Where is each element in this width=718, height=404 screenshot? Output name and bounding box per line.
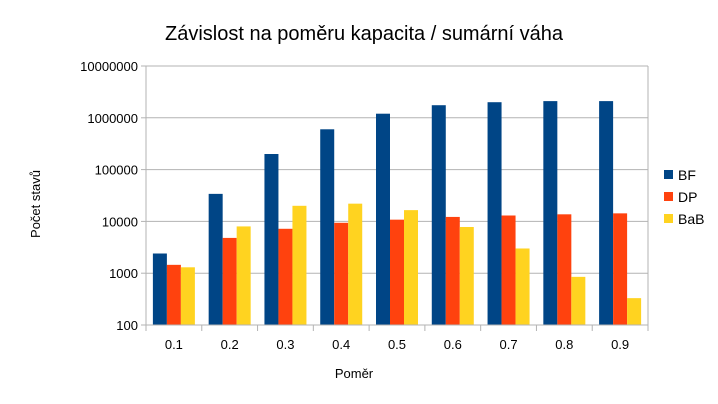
y-tick-label: 100 bbox=[116, 318, 138, 333]
bar-bab-0.6 bbox=[459, 226, 474, 325]
bar-bab-0.5 bbox=[404, 210, 418, 325]
x-tick-label: 0.4 bbox=[332, 337, 350, 352]
bar-bab-0.8 bbox=[571, 276, 586, 325]
legend-swatch-bab bbox=[664, 214, 673, 223]
x-tick-label: 0.8 bbox=[555, 337, 573, 352]
bar-bab-0.9 bbox=[627, 298, 642, 325]
bar-bf-0.2 bbox=[208, 193, 223, 325]
y-tick-label: 10000 bbox=[102, 214, 138, 229]
y-tick-label: 1000000 bbox=[87, 111, 138, 126]
bar-bf-0.3 bbox=[264, 154, 279, 325]
x-axis-label: Poměr bbox=[335, 366, 374, 381]
x-tick-label: 0.5 bbox=[388, 337, 406, 352]
y-tick-labels: 100 1000 10000 100000 1000000 10000000 bbox=[80, 59, 138, 333]
legend-label-bf: BF bbox=[678, 167, 696, 183]
x-tick-label: 0.2 bbox=[221, 337, 239, 352]
bars bbox=[152, 101, 642, 325]
bar-bab-0.2 bbox=[236, 226, 251, 325]
y-tick-label: 10000000 bbox=[80, 59, 138, 74]
bar-bf-0.7 bbox=[487, 102, 502, 325]
chart-title: Závislost na poměru kapacita / sumární v… bbox=[165, 23, 564, 45]
bar-dp-0.2 bbox=[222, 237, 237, 325]
y-tick-label: 100000 bbox=[95, 163, 138, 178]
x-tick-label: 0.3 bbox=[276, 337, 294, 352]
bar-dp-0.4 bbox=[334, 222, 349, 325]
x-tick-labels: 0.1 0.2 0.3 0.4 0.5 0.6 0.7 0.8 0.9 bbox=[165, 337, 629, 352]
bar-dp-0.3 bbox=[278, 228, 293, 325]
axes bbox=[141, 65, 649, 331]
y-tick-label: 1000 bbox=[109, 266, 138, 281]
x-tick-label: 0.7 bbox=[500, 337, 518, 352]
bar-bab-0.7 bbox=[515, 248, 530, 325]
bar-dp-0.8 bbox=[557, 214, 572, 325]
legend: BF DP BaB bbox=[664, 167, 704, 227]
bar-dp-0.7 bbox=[501, 215, 516, 325]
bar-dp-0.1 bbox=[166, 264, 181, 325]
bar-dp-0.6 bbox=[445, 216, 460, 325]
x-tick-label: 0.6 bbox=[444, 337, 462, 352]
legend-label-dp: DP bbox=[678, 189, 697, 205]
bar-bf-0.5 bbox=[376, 113, 390, 325]
bar-dp-0.5 bbox=[390, 219, 404, 325]
bar-bf-0.4 bbox=[320, 129, 335, 325]
x-tick-label: 0.1 bbox=[165, 337, 183, 352]
legend-swatch-dp bbox=[664, 192, 673, 201]
bar-bf-0.1 bbox=[152, 253, 167, 325]
bar-bab-0.3 bbox=[292, 205, 307, 325]
legend-swatch-bf bbox=[664, 170, 673, 179]
bar-dp-0.9 bbox=[613, 213, 628, 325]
bar-bf-0.6 bbox=[431, 105, 446, 325]
bar-bf-0.9 bbox=[599, 101, 614, 325]
bar-bab-0.4 bbox=[348, 203, 363, 325]
x-tick-label: 0.9 bbox=[611, 337, 629, 352]
bar-bf-0.8 bbox=[543, 101, 558, 325]
y-axis-label: Počet stavů bbox=[28, 170, 43, 238]
legend-label-bab: BaB bbox=[678, 211, 704, 227]
bar-bab-0.1 bbox=[180, 267, 195, 325]
